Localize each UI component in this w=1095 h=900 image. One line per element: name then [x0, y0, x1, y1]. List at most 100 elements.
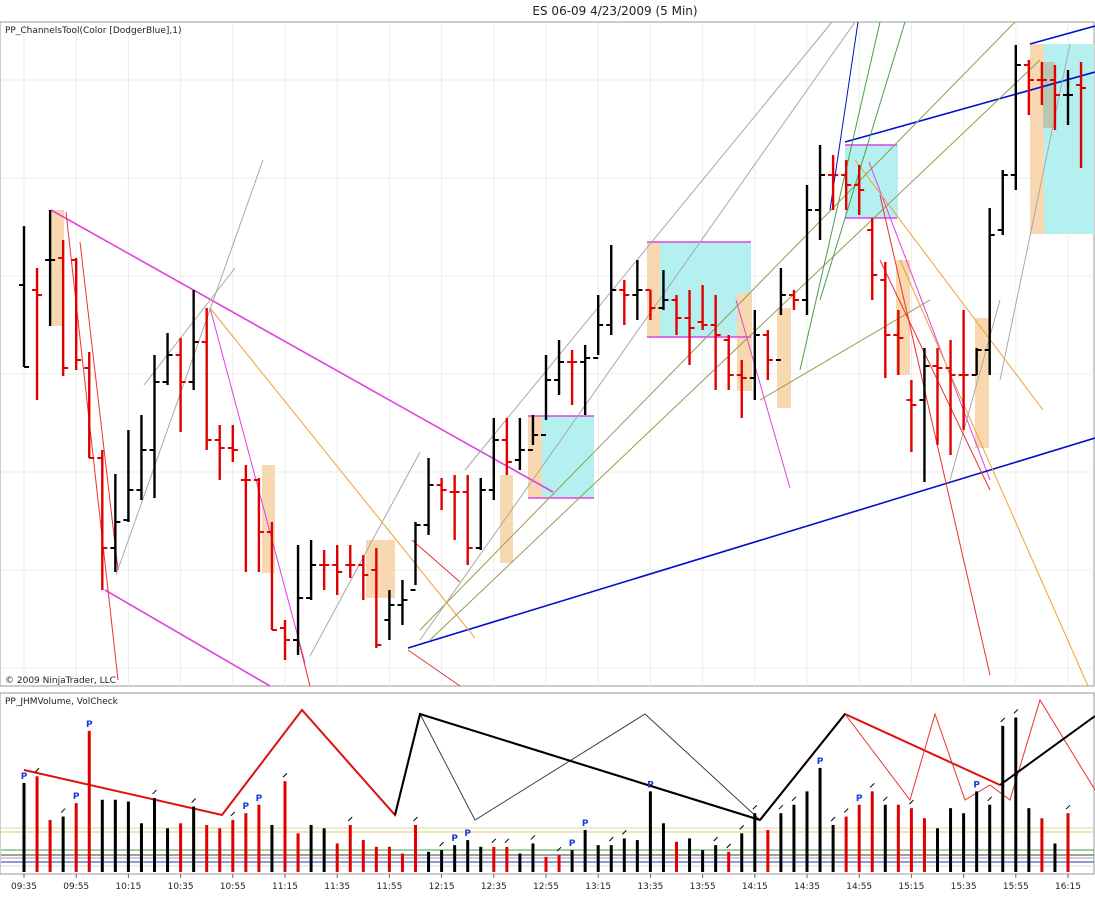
channel-line	[209, 307, 306, 664]
volume-tick-marker	[843, 808, 849, 813]
channel-box	[500, 475, 513, 563]
volume-tick-marker	[413, 816, 418, 822]
volume-p-marker: P	[21, 772, 28, 782]
volume-tick-marker	[347, 816, 353, 822]
channel-box	[777, 308, 791, 408]
channel-line	[407, 437, 1095, 649]
volume-tick-marker	[191, 798, 197, 803]
x-axis-tick-label: 11:55	[376, 882, 402, 892]
price-bars	[19, 45, 1087, 660]
volume-tick-marker	[909, 799, 914, 805]
channel-line	[309, 451, 421, 657]
volume-p-marker: P	[856, 794, 863, 804]
volume-tick-marker	[987, 796, 993, 802]
x-axis-tick-label: 15:15	[898, 882, 924, 892]
volume-tick-marker	[1000, 717, 1006, 723]
volume-p-marker: P	[973, 780, 980, 790]
channel-line	[464, 21, 833, 471]
x-axis-tick-label: 14:55	[846, 882, 872, 892]
channel-line	[115, 159, 264, 576]
channel-line	[143, 267, 236, 386]
volume-zigzag-line	[759, 713, 846, 821]
volume-p-marker: P	[86, 720, 93, 730]
price-indicator-label: PP_ChannelsTool(Color [DodgerBlue],1)	[5, 26, 181, 36]
volume-tick-marker	[778, 804, 784, 810]
channel-line	[407, 649, 461, 687]
volume-bars	[22, 717, 1070, 872]
channel-box	[660, 242, 751, 337]
volume-tick-marker	[504, 838, 510, 844]
channel-line	[209, 307, 476, 639]
x-axis-tick-label: 10:55	[220, 882, 246, 892]
channel-line	[844, 71, 1095, 143]
volume-tick-marker	[726, 843, 732, 849]
x-axis-tick-label: 12:55	[533, 882, 559, 892]
x-axis-tick-label: 12:35	[481, 882, 507, 892]
volume-p-marker: P	[817, 757, 824, 767]
channel-line	[854, 159, 1044, 411]
channel-line	[829, 21, 859, 211]
volume-tick-marker	[791, 796, 797, 802]
x-axis-tick-label: 10:35	[168, 882, 194, 892]
channel-line	[429, 59, 1041, 641]
channel-line	[879, 259, 991, 491]
volume-zigzag-line	[394, 712, 761, 821]
volume-tick-marker	[60, 808, 66, 813]
channel-line	[899, 259, 1089, 687]
channel-box	[51, 210, 64, 326]
volume-p-marker: P	[569, 839, 576, 849]
channel-line	[297, 637, 311, 687]
channel-line	[759, 299, 931, 401]
channel-line	[999, 43, 1071, 381]
price-grid	[1, 23, 1094, 686]
x-axis-tick-label: 11:15	[272, 882, 298, 892]
volume-indicator-label: PP_JHMVolume, VolCheck	[5, 697, 119, 707]
volume-zigzag-line	[419, 713, 761, 821]
channel-box	[1043, 62, 1055, 128]
volume-tick-marker	[1065, 804, 1071, 810]
channel-line	[879, 194, 991, 676]
channel-line	[735, 299, 791, 489]
channel-line	[65, 211, 119, 681]
volume-tick-marker	[830, 816, 836, 822]
volume-tick-marker	[530, 835, 536, 840]
x-axis-tick-label: 10:15	[115, 882, 141, 892]
channel-line	[1029, 25, 1095, 45]
x-axis-tick-label: 09:35	[11, 882, 37, 892]
volume-p-marker: P	[582, 819, 589, 829]
volume-tick-marker	[152, 789, 157, 795]
window-title: ES 06-09 4/23/2009 (5 Min)	[532, 4, 697, 18]
channel-line	[949, 299, 1001, 481]
volume-tick-marker	[491, 838, 497, 844]
volume-p-marker: P	[647, 780, 654, 790]
volume-tick-marker	[439, 841, 444, 847]
volume-tick-marker	[230, 811, 236, 817]
x-axis-tick-label: 12:15	[429, 882, 455, 892]
x-axis-tick-label: 16:15	[1055, 882, 1081, 892]
x-axis-tick-label: 14:15	[742, 882, 768, 892]
volume-p-marker: P	[73, 792, 80, 802]
volume-tick-marker	[608, 836, 614, 842]
volume-tick-marker	[713, 836, 719, 842]
x-axis-tick-label: 13:35	[637, 882, 663, 892]
channel-box	[542, 416, 594, 498]
channel-line	[419, 21, 856, 641]
x-axis-tick-label: 11:35	[324, 882, 350, 892]
volume-tick-marker	[34, 767, 40, 773]
volume-tick-marker	[556, 846, 562, 852]
channel-line	[799, 21, 881, 371]
x-axis-tick-label: 14:35	[794, 882, 820, 892]
volume-p-marker: P	[451, 834, 458, 844]
volume-p-marker: P	[256, 794, 263, 804]
volume-tick-marker	[739, 825, 745, 830]
price-panel-frame	[0, 21, 1095, 687]
volume-p-marker: P	[464, 829, 471, 839]
x-axis-tick-label: 15:55	[1003, 882, 1029, 892]
channel-line	[419, 21, 1016, 631]
volume-tick-marker	[621, 830, 627, 835]
copyright-label: © 2009 NinjaTrader, LLC	[5, 676, 116, 686]
channel-line	[79, 241, 119, 571]
x-axis-tick-label: 09:55	[63, 882, 89, 892]
